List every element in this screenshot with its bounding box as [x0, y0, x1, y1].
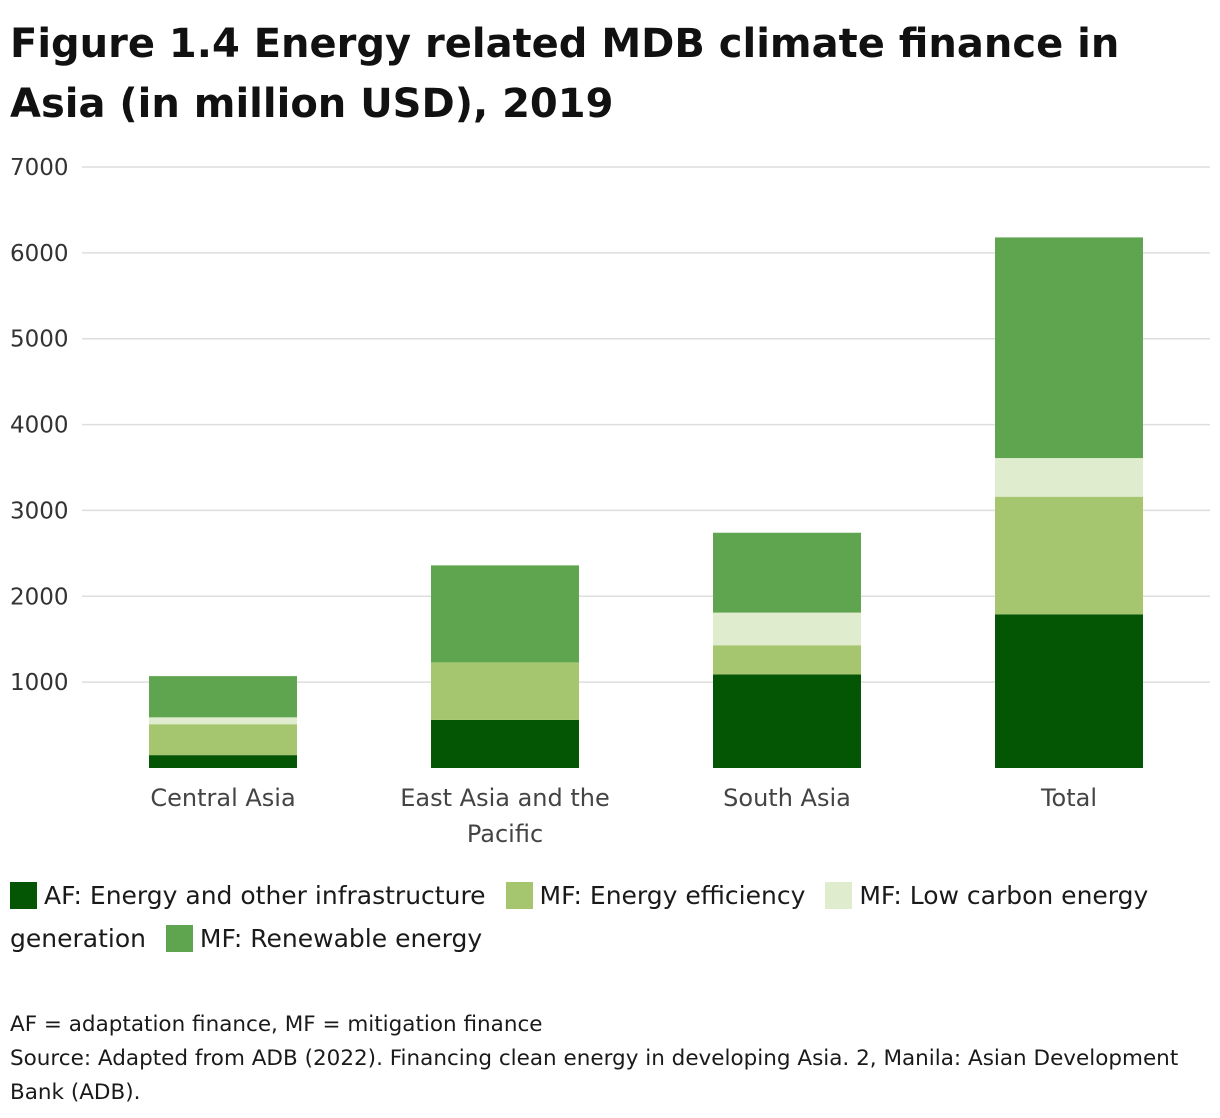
- gridlines: [82, 166, 1210, 683]
- y-tick-label-4000: 4000: [10, 413, 69, 439]
- abbreviations-note: AF = adaptation finance, MF = mitigation…: [10, 1012, 543, 1037]
- y-axis-ticks: 1000 2000 3000 4000 5000 6000 7000: [10, 155, 69, 696]
- legend-swatch: [165, 925, 193, 952]
- bar-south-asia-mf-low-carbon-energy-generation: [713, 612, 861, 646]
- legend-item-mf-low-carbon-energy-generation: MF: Low carbon energy generation: [10, 881, 1148, 953]
- bar-central-asia-mf-renewable-energy: [149, 676, 297, 718]
- legend-swatch: [505, 882, 533, 909]
- legend-item-af-energy-and-other-infrastructure: AF: Energy and other infrastructure: [10, 881, 486, 910]
- y-tick-label-3000: 3000: [10, 498, 69, 524]
- stacked-bar-chart: 1000 2000 3000 4000 5000 6000 7000 Central Asi…: [10, 155, 1210, 848]
- bar-total-mf-low-carbon-energy-generation: [995, 458, 1143, 497]
- y-tick-label-6000: 6000: [10, 241, 69, 267]
- x-category-label-east-asia-and-the-pacific: East Asia and the Pacific: [400, 784, 610, 848]
- bar-total-mf-renewable-energy: [995, 237, 1143, 459]
- legend-label: MF: Energy efficiency: [539, 881, 806, 910]
- bar-south-asia-af-energy-and-other-infrastructure: [713, 674, 861, 768]
- notes: AF = adaptation finance, MF = mitigation…: [10, 1008, 1200, 1110]
- y-tick-label-2000: 2000: [10, 584, 69, 610]
- legend-label: MF: Renewable energy: [199, 924, 483, 953]
- bar-east-asia-and-the-pacific-mf-renewable-energy: [431, 565, 579, 663]
- legend-label: MF: Low carbon energy generation: [10, 881, 1149, 953]
- bar-total-mf-energy-efficiency: [995, 496, 1143, 615]
- legend-label: AF: Energy and other infrastructure: [44, 881, 486, 910]
- bar-east-asia-and-the-pacific-mf-energy-efficiency: [431, 662, 579, 720]
- x-category-label-south-asia: South Asia: [723, 784, 851, 812]
- chart-title: Figure 1.4 Energy related MDB climate fi…: [10, 21, 1120, 127]
- bar-south-asia-mf-energy-efficiency: [713, 645, 861, 675]
- legend-item-mf-energy-efficiency: MF: Energy efficiency: [505, 881, 806, 910]
- legend: AF: Energy and other infrastructure MF: …: [10, 874, 1190, 960]
- bar-central-asia-mf-energy-efficiency: [149, 724, 297, 756]
- bar-east-asia-and-the-pacific-af-energy-and-other-infrastructure: [431, 719, 579, 768]
- y-tick-label-5000: 5000: [10, 327, 69, 353]
- bar-total-af-energy-and-other-infrastructure: [995, 614, 1143, 768]
- legend-swatch: [10, 882, 37, 909]
- x-category-label-central-asia: Central Asia: [150, 784, 295, 812]
- source-note: Source: Adapted from ADB (2022). Financi…: [10, 1046, 1179, 1105]
- bar-central-asia-mf-low-carbon-energy-generation: [149, 717, 297, 725]
- bars: [149, 237, 1143, 768]
- x-axis-categories: Central Asia East Asia and the Pacific Sout…: [150, 784, 1097, 848]
- bar-central-asia-af-energy-and-other-infrastructure: [149, 755, 297, 768]
- bar-south-asia-mf-renewable-energy: [713, 532, 861, 613]
- legend-item-mf-renewable-energy: MF: Renewable energy: [165, 924, 483, 953]
- x-category-label-total: Total: [1040, 784, 1097, 812]
- y-tick-label-1000: 1000: [10, 670, 69, 696]
- legend-swatch: [825, 882, 853, 909]
- y-tick-label-7000: 7000: [10, 155, 69, 181]
